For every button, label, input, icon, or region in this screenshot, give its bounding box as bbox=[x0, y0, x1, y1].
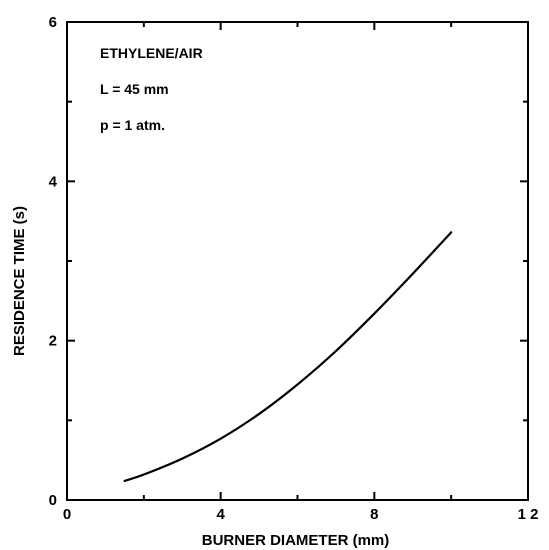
y-tick-label: 4 bbox=[49, 173, 58, 190]
x-tick-label: 4 bbox=[216, 506, 225, 523]
annotation-length: L = 45 mm bbox=[100, 81, 169, 97]
x-tick-label: 1 2 bbox=[518, 506, 539, 523]
annotation-pressure: p = 1 atm. bbox=[100, 117, 165, 133]
x-axis-tick-labels: 0 4 8 1 2 bbox=[63, 506, 539, 523]
y-tick-label: 6 bbox=[49, 14, 57, 31]
y-axis-tick-labels: 0 2 4 6 bbox=[49, 14, 58, 509]
y-tick-label: 0 bbox=[49, 492, 57, 509]
x-tick-label: 0 bbox=[63, 506, 71, 523]
annotation-block: ETHYLENE/AIR L = 45 mm p = 1 atm. bbox=[100, 45, 203, 133]
axis-ticks bbox=[67, 22, 528, 500]
residence-time-line bbox=[123, 231, 453, 482]
y-tick-label: 2 bbox=[49, 333, 57, 350]
x-axis-label: BURNER DIAMETER (mm) bbox=[202, 532, 390, 549]
y-axis-label: RESIDENCE TIME (s) bbox=[11, 206, 28, 356]
x-tick-label: 8 bbox=[370, 506, 378, 523]
annotation-fuel-mixture: ETHYLENE/AIR bbox=[100, 45, 203, 61]
